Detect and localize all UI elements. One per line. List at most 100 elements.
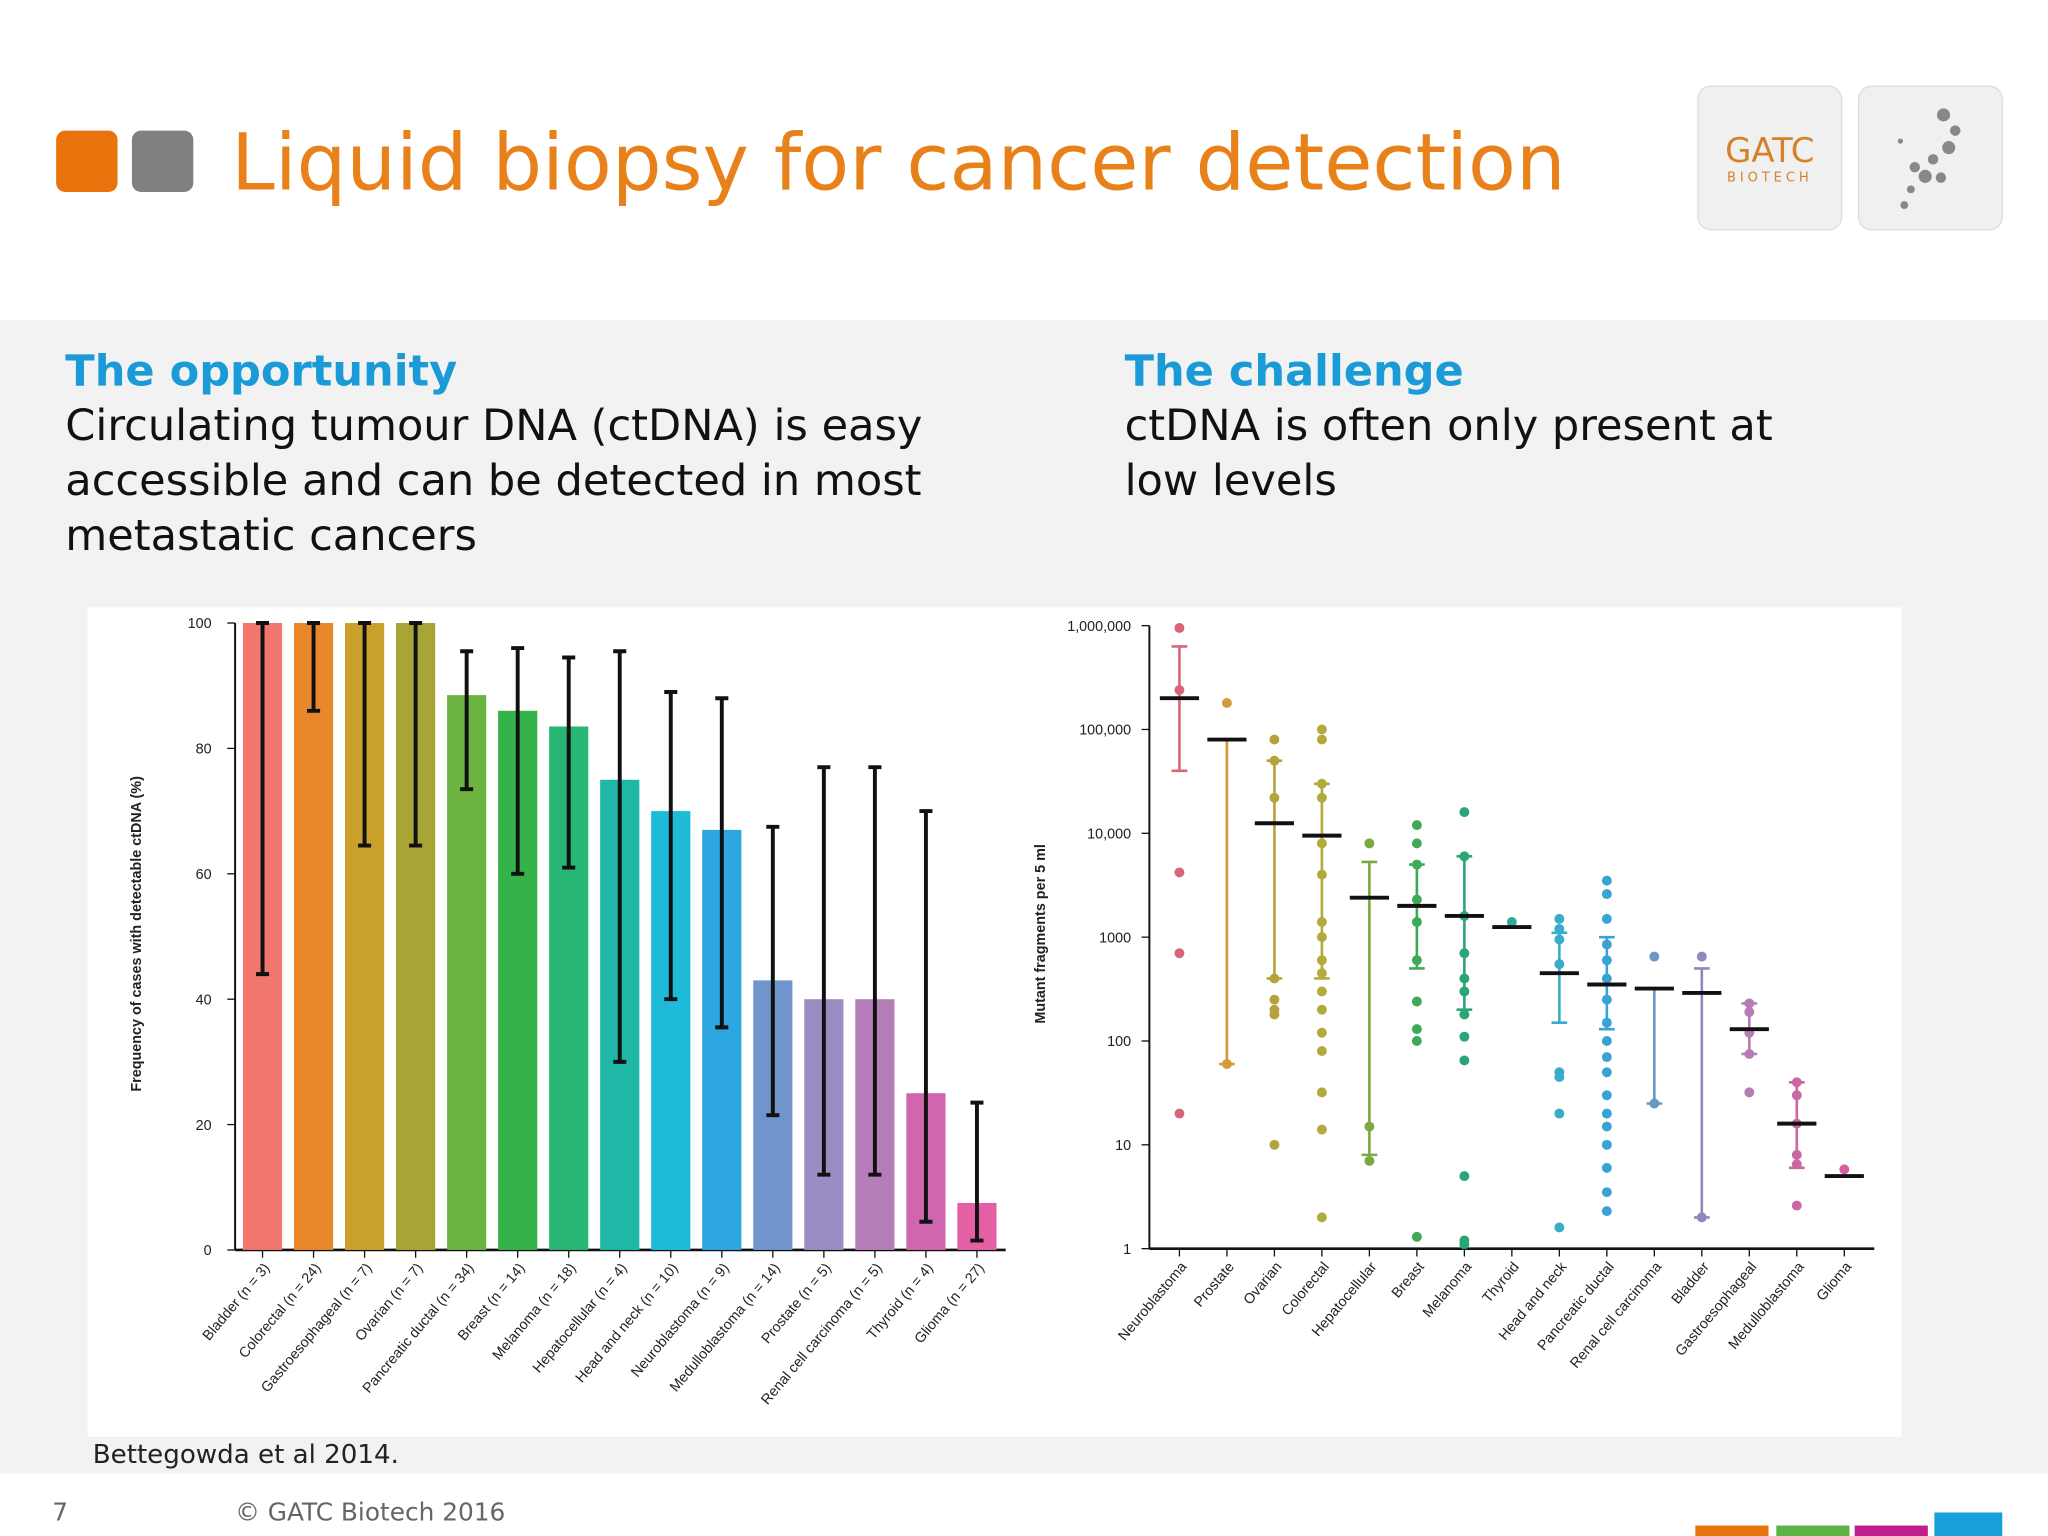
dot [1411,859,1422,870]
dot [1601,1121,1612,1132]
dot [1411,1024,1422,1035]
body-line: Circulating tumour DNA (ctDNA) is easy [65,401,922,451]
dot [1174,685,1185,695]
heading: The challenge [1125,346,1464,396]
dot [1649,1098,1660,1109]
dot [1269,1009,1280,1020]
dot [1316,778,1327,789]
dot [1554,959,1565,970]
dot [1269,755,1280,766]
y-tick-label: 10,000 [1087,827,1131,843]
body-line: low levels [1125,456,1337,506]
dot [1459,948,1470,959]
dot [1554,913,1565,924]
dot [1411,838,1422,849]
dot [1744,1007,1755,1017]
dot [1174,622,1185,633]
error-bar [664,690,678,1002]
error-bar [358,621,372,848]
dot [1601,1108,1612,1119]
dot [1601,973,1612,984]
y-axis-label: Frequency of cases with detectable ctDNA… [129,776,145,1092]
dot [1601,1139,1612,1150]
dot [1601,994,1612,1005]
dot [1791,1090,1802,1101]
error-bar [970,1100,984,1243]
footer-block [1695,1525,1769,1536]
dot [1316,1027,1327,1038]
dot [1269,973,1280,984]
dot [1601,1017,1612,1028]
dot [1411,1036,1422,1046]
dot [1174,1108,1185,1119]
dot [1744,1087,1755,1098]
dot [1269,1139,1280,1150]
dot [1269,734,1280,745]
bar [293,623,334,1250]
dot [1364,838,1375,849]
dot [1316,1212,1327,1223]
dot [1411,820,1422,831]
body-line: ctDNA is often only present at [1125,401,1773,451]
y-tick-label: 40 [196,992,212,1008]
dot [1411,917,1422,927]
footer-block [1934,1512,2003,1536]
y-tick-label: 1,000,000 [1067,619,1131,635]
dot [1601,889,1612,900]
dot [1601,1187,1612,1198]
dot [1744,1048,1755,1059]
dot [1459,986,1470,997]
error-bar [817,765,831,1177]
dot [1554,923,1565,934]
page-number: 7 [52,1497,68,1526]
error-bar [919,809,933,1224]
dot [1601,875,1612,886]
dot [1459,973,1470,984]
logo-dots [1897,108,1961,209]
dot [1316,986,1327,997]
dot [1554,934,1565,945]
dot [1791,1149,1802,1160]
dot [1316,932,1327,943]
dot [1269,994,1280,1005]
y-tick-label: 0 [204,1243,212,1259]
dot [1411,996,1422,1007]
dot [1411,955,1422,966]
dot [1269,792,1280,803]
dot [1316,838,1327,849]
dot [1744,998,1755,1009]
dot [1696,951,1707,962]
y-tick-label: 100 [188,616,212,632]
dot [1364,1155,1375,1166]
logo-text: GATC [1725,131,1814,171]
dot [1791,1200,1802,1211]
citation: Bettegowda et al 2014. [93,1440,399,1470]
dot [1554,1108,1565,1119]
dot [1316,1046,1327,1057]
dot [1601,1162,1612,1173]
square-gray [131,130,194,192]
y-tick-label: 1 [1123,1242,1131,1258]
title: Liquid biopsy for cancer detection [231,117,1565,208]
error-bar [766,824,780,1118]
y-tick-label: 100,000 [1079,723,1131,739]
square-orange [56,130,118,192]
dot [1459,807,1470,818]
dot [1316,869,1327,880]
dot [1696,1212,1707,1223]
error-bar [562,655,576,870]
dot [1459,851,1470,862]
dot [1554,1222,1565,1233]
copyright: © GATC Biotech 2016 [235,1497,505,1526]
dot [1221,697,1232,708]
dot [1316,1124,1327,1135]
y-tick-label: 80 [196,742,212,758]
dot [1316,968,1327,979]
dot [1459,1171,1470,1182]
dot [1601,1067,1612,1078]
error-bar [613,649,627,1064]
dot [1649,951,1660,962]
chart-panel [87,607,1902,1437]
footer-block [1854,1525,1928,1536]
